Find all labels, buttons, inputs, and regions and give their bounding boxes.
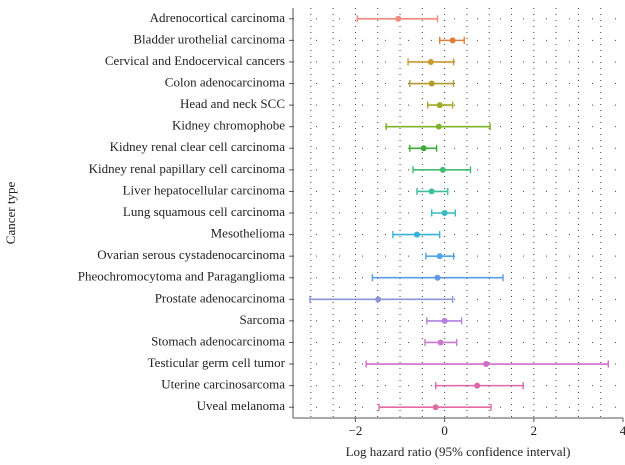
y-tick-label: Sarcoma — [240, 312, 286, 327]
point — [441, 210, 448, 216]
y-tick-label: Kidney renal papillary cell carcinoma — [89, 161, 286, 176]
point — [434, 274, 441, 281]
point — [427, 58, 434, 65]
y-tick-label: Mesothelioma — [211, 226, 286, 241]
point — [435, 123, 442, 130]
y-tick-label: Prostate adenocarcinoma — [155, 290, 286, 305]
y-tick-label: Bladder urothelial carcinoma — [133, 31, 285, 46]
y-tick-label: Colon adenocarcinoma — [165, 75, 285, 90]
y-tick-label: Ovarian serous cystadenocarcinoma — [97, 247, 285, 262]
point — [432, 404, 439, 411]
x-axis-title: Log hazard ratio (95% confidence interva… — [346, 444, 571, 459]
y-tick-label: Lung squamous cell carcinoma — [123, 204, 285, 219]
point — [436, 102, 443, 109]
point — [428, 80, 435, 87]
x-tick-label: 4 — [620, 423, 625, 438]
point — [395, 15, 402, 22]
point — [483, 361, 490, 368]
point — [420, 145, 427, 152]
x-tick-label: 0 — [441, 423, 448, 438]
y-tick-label: Cervical and Endocervical cancers — [105, 53, 285, 68]
y-tick-label: Kidney renal clear cell carcinoma — [110, 139, 286, 154]
y-tick-label: Adrenocortical carcinoma — [150, 10, 286, 25]
y-tick-label: Liver hepatocellular carcinoma — [123, 182, 286, 197]
y-tick-label: Uterine carcinosarcoma — [161, 377, 285, 392]
x-tick-label: −2 — [349, 423, 363, 438]
point — [413, 231, 420, 238]
point — [439, 166, 446, 173]
y-tick-label: Stomach adenocarcinoma — [151, 333, 285, 348]
point — [436, 253, 443, 260]
x-tick-label: 2 — [531, 423, 538, 438]
point — [474, 382, 481, 389]
y-tick-label: Testicular germ cell tumor — [148, 355, 286, 370]
point — [449, 37, 456, 44]
y-tick-label: Head and neck SCC — [180, 96, 285, 111]
y-tick-label: Kidney chromophobe — [172, 118, 285, 133]
point — [441, 317, 448, 324]
point — [437, 339, 444, 346]
y-tick-label: Uveal melanoma — [197, 398, 286, 413]
point — [375, 296, 382, 303]
point — [428, 188, 435, 195]
y-axis-title: Cancer type — [3, 182, 18, 245]
y-tick-label: Pheochromocytoma and Paraganglioma — [78, 269, 285, 284]
